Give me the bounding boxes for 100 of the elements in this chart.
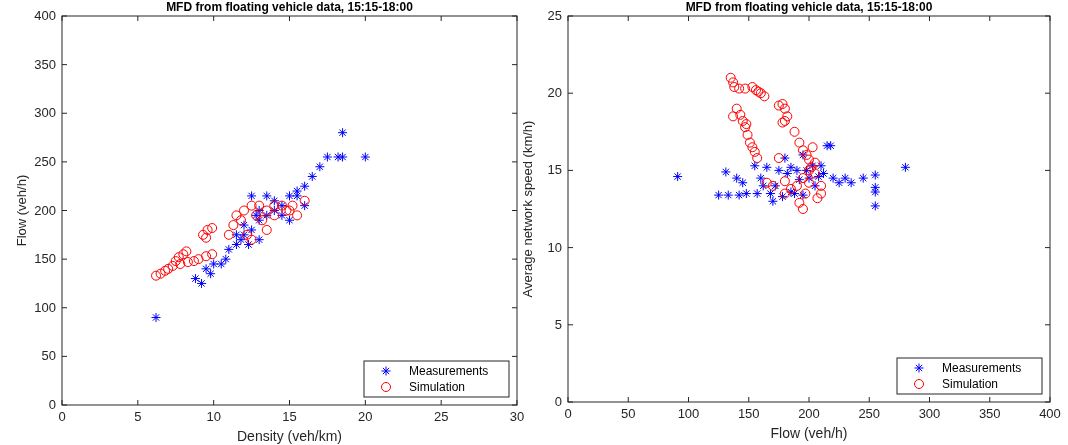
point: [173, 252, 184, 263]
point: [749, 146, 760, 157]
point: [292, 210, 303, 221]
x-tick-label: 0: [564, 406, 572, 421]
point: [205, 268, 216, 279]
y-axis-title: Flow (veh/h): [14, 174, 29, 247]
point: [765, 188, 776, 199]
point: [322, 152, 333, 163]
point: [231, 229, 242, 240]
point: [773, 100, 784, 111]
point: [155, 268, 166, 279]
point: [207, 249, 218, 260]
legend-label: Measurements: [409, 364, 489, 378]
point: [720, 166, 731, 177]
x-tick-label: 0: [58, 409, 66, 424]
legend-label: Simulation: [942, 377, 999, 391]
point: [299, 195, 310, 206]
point: [752, 188, 763, 199]
y-axis-title: Average network speed (km/h): [520, 120, 535, 298]
point: [337, 127, 348, 138]
point: [734, 83, 745, 94]
point: [202, 224, 213, 235]
y-tick-label: 20: [547, 85, 562, 101]
point: [816, 160, 827, 171]
y-tick-label: 50: [41, 348, 56, 364]
x-tick-label: 50: [621, 406, 636, 421]
point: [235, 215, 246, 226]
x-axis-title: Density (veh/km): [236, 428, 343, 444]
point: [870, 170, 881, 181]
y-tick-label: 5: [554, 316, 562, 332]
x-tick-label: 100: [677, 406, 700, 421]
legend-label: Simulation: [409, 380, 466, 394]
point: [846, 177, 857, 188]
point: [246, 200, 257, 211]
point: [735, 109, 746, 120]
x-axis-title: Flow (veh/h): [770, 425, 848, 441]
point: [782, 111, 793, 122]
point: [182, 257, 193, 268]
point: [728, 111, 739, 122]
point: [196, 278, 207, 289]
point: [228, 220, 239, 231]
point: [747, 142, 758, 153]
x-tick-label: 5: [134, 409, 142, 424]
x-tick-label: 350: [978, 406, 1001, 421]
point: [737, 177, 748, 188]
x-tick-label: 15: [282, 409, 297, 424]
y-tick-label: 150: [34, 251, 56, 267]
point: [794, 197, 805, 208]
point: [804, 177, 814, 188]
point: [773, 153, 784, 164]
point: [742, 129, 753, 140]
point: [188, 256, 199, 267]
x-tick-label: 30: [509, 409, 525, 424]
point: [235, 234, 246, 245]
point: [801, 149, 812, 160]
x-tick-label: 150: [737, 406, 760, 421]
point: [246, 190, 257, 201]
point: [779, 103, 790, 114]
y-tick-label: 350: [34, 56, 56, 72]
point: [761, 162, 772, 173]
point: [287, 200, 298, 211]
point: [797, 149, 808, 160]
chart-title: MFD from floating vehicle data, 15:15-18:00: [166, 0, 414, 14]
point: [737, 115, 748, 126]
point: [816, 188, 827, 199]
point: [269, 210, 280, 221]
point: [246, 234, 257, 245]
point: [816, 180, 827, 191]
y-tick-label: 250: [34, 153, 56, 169]
point: [151, 312, 162, 323]
point: [254, 205, 265, 216]
point: [870, 200, 881, 211]
point: [812, 193, 823, 204]
point: [779, 176, 790, 187]
y-tick-label: 0: [554, 394, 562, 409]
point: [207, 223, 218, 234]
point: [797, 204, 808, 214]
point: [201, 251, 212, 262]
point: [254, 200, 265, 211]
point: [713, 190, 724, 201]
point: [731, 173, 742, 184]
point: [269, 200, 280, 211]
point: [151, 270, 162, 281]
point: [261, 205, 272, 216]
x-tick-label: 400: [1039, 406, 1061, 421]
point: [254, 234, 265, 245]
point: [759, 91, 770, 102]
chart-title: MFD from floating vehicle data, 15:15-18:00: [685, 0, 933, 14]
point: [239, 220, 249, 231]
point: [729, 82, 740, 93]
x-tick-label: 250: [858, 406, 881, 421]
point: [269, 195, 280, 206]
point: [785, 162, 796, 173]
x-tick-label: 10: [206, 409, 221, 424]
point: [170, 256, 181, 267]
point: [193, 254, 204, 265]
y-tick-label: 200: [34, 202, 56, 218]
point: [360, 152, 371, 163]
point: [190, 273, 201, 284]
point: [243, 239, 254, 250]
